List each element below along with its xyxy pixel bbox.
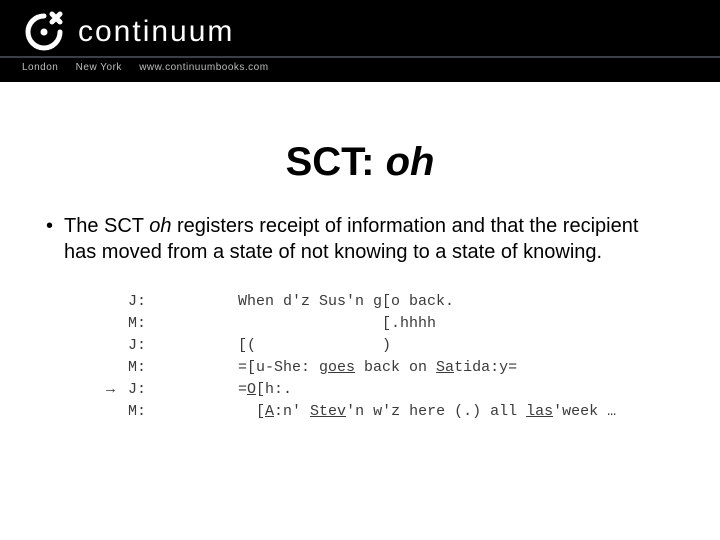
slide-title: SCT: oh <box>0 140 720 185</box>
bullet-italic: oh <box>149 215 171 237</box>
arrow-icon <box>106 357 128 379</box>
header-meta: London New York www.continuumbooks.com <box>22 62 283 73</box>
brand-name: continuum <box>78 15 234 49</box>
bullet-item: • The SCT oh registers receipt of inform… <box>46 213 674 265</box>
slide: continuum London New York www.continuumb… <box>0 0 720 540</box>
transcript-line: J:[( ) <box>106 335 674 357</box>
arrow-icon: → <box>106 379 128 401</box>
logo: continuum <box>0 0 720 54</box>
arrow-icon <box>106 401 128 423</box>
meta-city-2: New York <box>76 62 122 73</box>
utterance: =O[h:. <box>238 379 674 401</box>
speaker-label: M: <box>128 357 238 379</box>
slide-body: • The SCT oh registers receipt of inform… <box>46 213 674 423</box>
utterance: =[u-She: goes back on Satida:y= <box>238 357 674 379</box>
bullet-marker: • <box>46 213 64 239</box>
utterance: [( ) <box>238 335 674 357</box>
header-bar: continuum London New York www.continuumb… <box>0 0 720 82</box>
arrow-icon <box>106 335 128 357</box>
speaker-label: J: <box>128 379 238 401</box>
bullet-text-prefix: The SCT <box>64 215 149 237</box>
transcript-line: →J:=O[h:. <box>106 379 674 401</box>
speaker-label: M: <box>128 313 238 335</box>
speaker-label: J: <box>128 291 238 313</box>
transcript-line: M: [A:n' Stev'n w'z here (.) all las'wee… <box>106 401 674 423</box>
continuum-logo-icon <box>22 10 66 54</box>
transcript-block: J:When d'z Sus'n g[o back.M: [.hhhhJ:[( … <box>106 291 674 423</box>
transcript-line: J:When d'z Sus'n g[o back. <box>106 291 674 313</box>
bullet-text: The SCT oh registers receipt of informat… <box>64 213 674 265</box>
title-italic: oh <box>386 140 435 184</box>
transcript-line: M:=[u-She: goes back on Satida:y= <box>106 357 674 379</box>
transcript-line: M: [.hhhh <box>106 313 674 335</box>
arrow-icon <box>106 313 128 335</box>
meta-city-1: London <box>22 62 58 73</box>
speaker-label: M: <box>128 401 238 423</box>
title-prefix: SCT: <box>286 140 386 184</box>
arrow-icon <box>106 291 128 313</box>
header-rule <box>0 56 720 58</box>
speaker-label: J: <box>128 335 238 357</box>
utterance: [.hhhh <box>238 313 674 335</box>
meta-url: www.continuumbooks.com <box>139 62 268 73</box>
utterance: When d'z Sus'n g[o back. <box>238 291 674 313</box>
utterance: [A:n' Stev'n w'z here (.) all las'week … <box>238 401 674 423</box>
